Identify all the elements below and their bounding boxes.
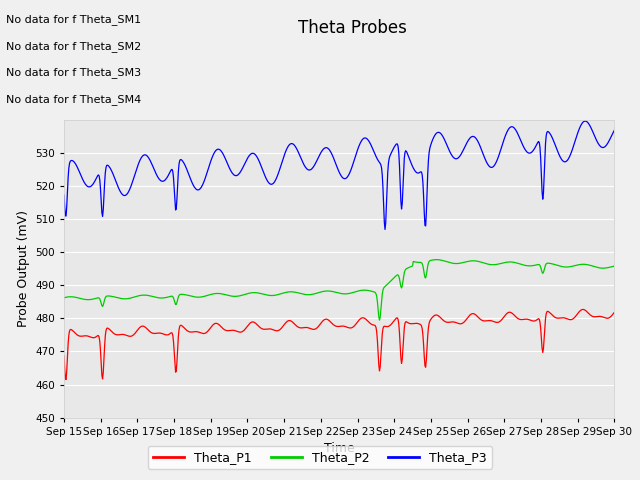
Theta_P3 xyxy=(535,139,543,144)
Theta_P1 xyxy=(579,307,586,312)
Theta_P2 xyxy=(60,295,68,300)
Theta_P1 xyxy=(412,321,419,326)
Theta_P2 xyxy=(94,295,102,301)
Theta_P3 xyxy=(478,148,486,154)
Theta_P3 xyxy=(380,203,387,208)
Text: No data for f Theta_SM4: No data for f Theta_SM4 xyxy=(6,94,141,105)
Theta_P2 xyxy=(611,263,618,269)
Text: No data for f Theta_SM2: No data for f Theta_SM2 xyxy=(6,41,141,52)
Theta_P2 xyxy=(395,273,403,279)
Theta_P2 xyxy=(412,259,419,265)
Theta_P3 xyxy=(582,118,589,124)
Theta_P1 xyxy=(478,318,486,324)
Theta_P3 xyxy=(60,192,68,198)
Text: No data for f Theta_SM1: No data for f Theta_SM1 xyxy=(6,14,141,25)
Theta_P1 xyxy=(60,353,68,359)
Theta_P1 xyxy=(395,321,403,327)
Line: Theta_P2: Theta_P2 xyxy=(64,260,614,320)
Y-axis label: Probe Output (mV): Probe Output (mV) xyxy=(17,210,29,327)
Theta_P1 xyxy=(535,316,543,322)
Theta_P3 xyxy=(412,168,419,174)
Theta_P2 xyxy=(376,317,383,323)
Theta_P1 xyxy=(62,377,70,383)
Legend: Theta_P1, Theta_P2, Theta_P3: Theta_P1, Theta_P2, Theta_P3 xyxy=(148,446,492,469)
Text: No data for f Theta_SM3: No data for f Theta_SM3 xyxy=(6,67,141,78)
Text: Theta Probes: Theta Probes xyxy=(298,19,406,37)
Theta_P2 xyxy=(381,284,388,290)
Theta_P2 xyxy=(433,257,440,263)
Theta_P2 xyxy=(536,262,543,268)
Theta_P1 xyxy=(381,324,388,329)
Theta_P3 xyxy=(381,227,389,232)
Theta_P3 xyxy=(611,127,618,133)
Line: Theta_P1: Theta_P1 xyxy=(64,310,614,380)
Theta_P3 xyxy=(395,150,403,156)
Theta_P3 xyxy=(94,173,102,179)
Theta_P1 xyxy=(95,333,102,338)
Theta_P2 xyxy=(479,260,486,265)
Theta_P1 xyxy=(611,309,618,315)
X-axis label: Time: Time xyxy=(324,442,355,455)
Line: Theta_P3: Theta_P3 xyxy=(64,121,614,229)
